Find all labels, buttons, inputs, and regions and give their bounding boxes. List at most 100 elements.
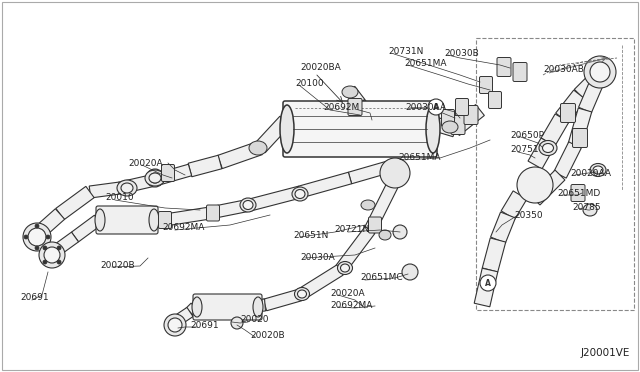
Polygon shape	[218, 141, 262, 169]
Circle shape	[43, 246, 47, 250]
FancyBboxPatch shape	[207, 205, 220, 221]
FancyBboxPatch shape	[573, 128, 588, 148]
Polygon shape	[89, 182, 121, 198]
Circle shape	[35, 246, 39, 250]
Text: 20721N: 20721N	[334, 225, 369, 234]
Circle shape	[164, 314, 186, 336]
Polygon shape	[528, 138, 555, 169]
Polygon shape	[209, 199, 251, 219]
Ellipse shape	[240, 198, 256, 212]
Ellipse shape	[149, 173, 161, 183]
Ellipse shape	[583, 204, 597, 216]
Polygon shape	[175, 307, 193, 325]
Text: 20100: 20100	[295, 78, 324, 87]
Circle shape	[57, 246, 61, 250]
Ellipse shape	[590, 164, 606, 176]
Polygon shape	[530, 170, 565, 205]
Ellipse shape	[593, 166, 603, 174]
Circle shape	[428, 99, 444, 115]
Polygon shape	[483, 238, 506, 272]
Text: 20651MC: 20651MC	[360, 273, 403, 282]
Ellipse shape	[243, 201, 253, 209]
FancyBboxPatch shape	[442, 109, 454, 126]
Ellipse shape	[121, 183, 133, 193]
Circle shape	[23, 223, 51, 251]
Polygon shape	[355, 100, 373, 118]
Circle shape	[43, 260, 47, 264]
Text: A: A	[433, 103, 439, 112]
Text: 20020AA: 20020AA	[570, 169, 611, 177]
FancyBboxPatch shape	[369, 217, 381, 233]
Polygon shape	[56, 186, 94, 219]
Circle shape	[480, 275, 496, 291]
Ellipse shape	[298, 290, 307, 298]
Ellipse shape	[442, 121, 458, 133]
Circle shape	[393, 225, 407, 239]
Polygon shape	[298, 172, 351, 198]
Circle shape	[517, 167, 553, 203]
Text: 20350: 20350	[514, 211, 543, 219]
Polygon shape	[501, 191, 527, 219]
Circle shape	[146, 169, 164, 187]
Polygon shape	[556, 90, 586, 123]
Ellipse shape	[280, 105, 294, 153]
FancyBboxPatch shape	[513, 62, 527, 81]
Text: 20731N: 20731N	[388, 48, 424, 57]
Polygon shape	[297, 265, 343, 300]
Ellipse shape	[426, 105, 440, 153]
Circle shape	[46, 235, 50, 239]
Polygon shape	[433, 117, 457, 137]
Text: 20651MD: 20651MD	[557, 189, 600, 198]
Ellipse shape	[295, 189, 305, 199]
Polygon shape	[72, 215, 102, 242]
FancyBboxPatch shape	[571, 185, 585, 202]
FancyBboxPatch shape	[488, 92, 502, 109]
FancyBboxPatch shape	[283, 101, 437, 157]
FancyBboxPatch shape	[456, 99, 468, 115]
Ellipse shape	[117, 180, 137, 196]
Text: 20691: 20691	[20, 294, 49, 302]
Polygon shape	[154, 164, 191, 186]
Circle shape	[231, 317, 243, 329]
Text: 20651N: 20651N	[293, 231, 328, 240]
Circle shape	[150, 173, 160, 183]
Text: A: A	[485, 279, 491, 288]
Polygon shape	[568, 108, 592, 147]
Text: J20001VE: J20001VE	[580, 348, 630, 358]
Polygon shape	[118, 174, 156, 194]
Polygon shape	[348, 159, 397, 184]
Text: 20030A: 20030A	[300, 253, 335, 263]
Circle shape	[46, 249, 58, 261]
Polygon shape	[345, 86, 365, 107]
Text: 20692MA: 20692MA	[162, 224, 204, 232]
Text: 20020BA: 20020BA	[300, 64, 340, 73]
Circle shape	[44, 247, 60, 263]
FancyBboxPatch shape	[159, 212, 172, 228]
Text: 20751: 20751	[510, 145, 539, 154]
Ellipse shape	[361, 200, 375, 210]
FancyBboxPatch shape	[561, 103, 575, 122]
Text: 20692MA: 20692MA	[330, 301, 372, 310]
Bar	[476, 38, 634, 310]
Polygon shape	[579, 72, 607, 113]
Ellipse shape	[337, 262, 353, 275]
Circle shape	[584, 56, 616, 88]
FancyBboxPatch shape	[497, 58, 511, 77]
FancyBboxPatch shape	[479, 77, 493, 93]
FancyBboxPatch shape	[193, 294, 262, 320]
Circle shape	[35, 224, 39, 228]
Polygon shape	[491, 212, 515, 243]
Ellipse shape	[294, 288, 310, 301]
Text: 20020A: 20020A	[330, 289, 365, 298]
Circle shape	[592, 64, 608, 80]
Text: 20030B: 20030B	[444, 48, 479, 58]
Circle shape	[586, 58, 614, 86]
Polygon shape	[37, 209, 65, 235]
Polygon shape	[574, 69, 605, 101]
Text: 20020B: 20020B	[100, 260, 134, 269]
Ellipse shape	[539, 141, 557, 155]
Text: 20692M: 20692M	[323, 103, 359, 112]
Text: 20020A: 20020A	[128, 158, 163, 167]
Ellipse shape	[340, 264, 349, 272]
Ellipse shape	[292, 187, 308, 201]
